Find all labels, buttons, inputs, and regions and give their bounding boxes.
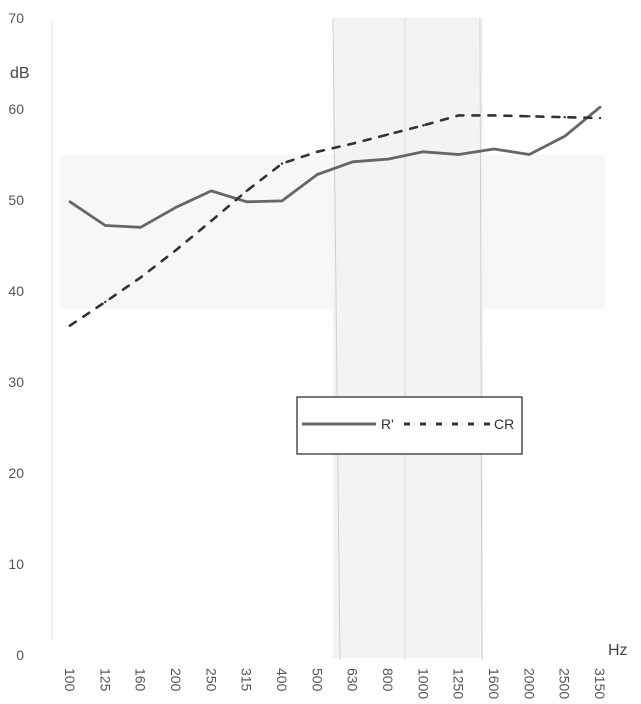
background-band (333, 18, 483, 658)
data-point (492, 147, 496, 151)
x-tick-label: 400 (274, 668, 290, 692)
data-point (457, 114, 460, 117)
x-axis-unit: Hz (608, 642, 628, 659)
data-point (104, 300, 107, 304)
x-tick-label: 2500 (557, 668, 573, 699)
data-point (68, 324, 72, 327)
legend-label-cr: CR (494, 416, 514, 432)
data-point (174, 206, 178, 209)
data-point (563, 115, 566, 119)
y-axis: 0 10 20 30 40 50 60 70 dB (8, 10, 29, 663)
x-tick-label: 250 (203, 668, 219, 692)
data-point (351, 160, 354, 163)
y-tick-label: 30 (8, 374, 24, 390)
x-axis: 100 125 160 200 250 315 400 500 630 800 1000 1250 16… (62, 642, 628, 699)
data-point (422, 124, 425, 127)
data-point (598, 116, 602, 120)
legend: R' CR (296, 396, 523, 455)
y-tick-label: 20 (8, 465, 24, 481)
data-point (386, 133, 390, 136)
data-point (316, 150, 319, 153)
x-tick-label: 315 (239, 668, 255, 692)
data-point (174, 248, 178, 252)
y-tick-label: 70 (8, 10, 24, 26)
data-point (104, 224, 107, 227)
y-tick-label: 50 (8, 192, 24, 208)
data-point (422, 150, 425, 153)
background-band (60, 154, 605, 310)
x-tick-label: 200 (168, 668, 184, 692)
x-tick-label: 3150 (592, 668, 608, 699)
data-point (245, 189, 248, 193)
legend-label-r-prime: R' (381, 416, 394, 432)
series-group (68, 105, 602, 327)
data-point (280, 162, 284, 165)
y-tick-label: 0 (16, 647, 24, 663)
y-tick-label: 40 (8, 283, 24, 299)
series-line-cr (68, 114, 602, 327)
x-tick-label: 100 (62, 668, 78, 692)
data-point (280, 199, 284, 203)
x-tick-label: 160 (133, 668, 149, 692)
data-point (245, 200, 248, 204)
x-tick-label: 500 (309, 668, 325, 692)
x-tick-label: 800 (380, 668, 396, 692)
x-tick-label: 2000 (521, 668, 537, 699)
scan-line (479, 17, 483, 661)
y-tick-label: 60 (8, 101, 24, 117)
data-point (457, 153, 460, 156)
chart-background (51, 17, 605, 661)
y-tick-label: 10 (8, 556, 24, 572)
x-tick-label: 125 (97, 668, 113, 692)
data-point (528, 115, 531, 118)
scan-line (332, 17, 341, 661)
data-point (528, 153, 531, 156)
x-tick-label: 1600 (486, 668, 502, 699)
data-point (598, 105, 602, 109)
x-tick-label: 1000 (415, 668, 431, 699)
y-axis-unit: dB (10, 65, 30, 82)
data-point (139, 226, 142, 229)
data-point (351, 142, 354, 145)
data-point (386, 157, 390, 161)
data-point (210, 189, 213, 193)
data-point (139, 276, 142, 279)
data-point (210, 219, 213, 223)
x-tick-label: 630 (345, 668, 361, 692)
data-point (68, 200, 72, 204)
series-line-r-prime (68, 105, 602, 229)
data-point (316, 173, 319, 176)
x-tick-label: 1250 (451, 668, 467, 699)
data-point (492, 114, 496, 117)
data-point (563, 135, 566, 138)
